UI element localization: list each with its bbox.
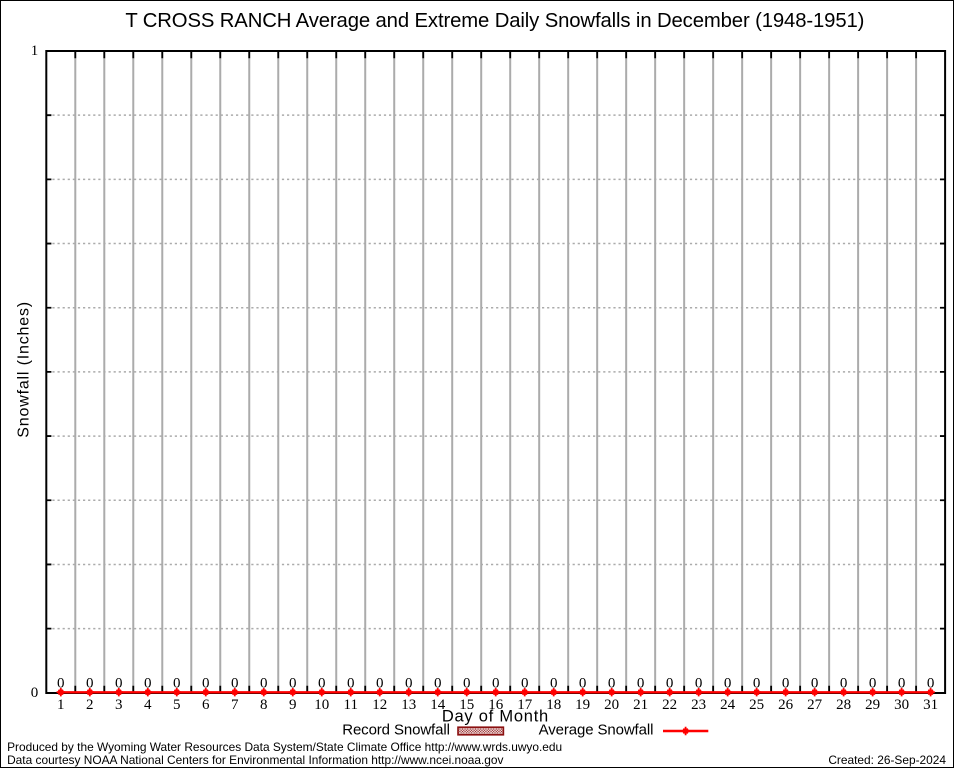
svg-text:Record Snowfall: Record Snowfall — [342, 722, 450, 739]
svg-text:0: 0 — [86, 675, 94, 691]
svg-text:0: 0 — [927, 675, 935, 691]
svg-text:27: 27 — [807, 697, 823, 713]
svg-text:3: 3 — [115, 697, 123, 713]
svg-text:0: 0 — [492, 675, 500, 691]
svg-text:Day of Month: Day of Month — [442, 707, 549, 725]
svg-text:12: 12 — [372, 697, 387, 713]
svg-text:0: 0 — [463, 675, 471, 691]
svg-text:16: 16 — [488, 697, 504, 713]
svg-text:25: 25 — [749, 697, 764, 713]
svg-text:20: 20 — [604, 697, 619, 713]
svg-text:2: 2 — [86, 697, 94, 713]
svg-text:0: 0 — [144, 675, 152, 691]
svg-text:15: 15 — [459, 697, 474, 713]
svg-text:0: 0 — [521, 675, 529, 691]
svg-text:30: 30 — [894, 697, 909, 713]
svg-text:Average Snowfall: Average Snowfall — [539, 722, 654, 739]
svg-text:0: 0 — [57, 675, 65, 691]
svg-text:10: 10 — [314, 697, 329, 713]
svg-text:4: 4 — [144, 697, 152, 713]
svg-text:26: 26 — [778, 697, 794, 713]
svg-text:24: 24 — [720, 697, 736, 713]
svg-text:0: 0 — [550, 675, 558, 691]
svg-text:14: 14 — [430, 697, 446, 713]
svg-text:0: 0 — [260, 675, 268, 691]
svg-text:0: 0 — [666, 675, 674, 691]
svg-text:31: 31 — [923, 697, 938, 713]
svg-text:9: 9 — [289, 697, 297, 713]
svg-text:0: 0 — [115, 675, 123, 691]
svg-text:17: 17 — [517, 697, 533, 713]
svg-text:0: 0 — [347, 675, 355, 691]
svg-text:0: 0 — [289, 675, 297, 691]
svg-text:0: 0 — [608, 675, 616, 691]
svg-text:11: 11 — [344, 697, 358, 713]
svg-text:7: 7 — [231, 697, 239, 713]
svg-text:29: 29 — [865, 697, 880, 713]
svg-text:6: 6 — [202, 697, 210, 713]
svg-text:0: 0 — [231, 675, 239, 691]
svg-text:0: 0 — [202, 675, 210, 691]
svg-text:21: 21 — [633, 697, 648, 713]
svg-text:0: 0 — [434, 675, 442, 691]
svg-text:0: 0 — [898, 675, 906, 691]
svg-text:0: 0 — [869, 675, 877, 691]
svg-text:0: 0 — [840, 675, 848, 691]
svg-text:0: 0 — [753, 675, 761, 691]
svg-text:1: 1 — [57, 697, 65, 713]
svg-text:0: 0 — [637, 675, 645, 691]
svg-text:22: 22 — [662, 697, 677, 713]
svg-text:13: 13 — [401, 697, 416, 713]
svg-text:28: 28 — [836, 697, 851, 713]
svg-text:0: 0 — [405, 675, 413, 691]
svg-text:T CROSS RANCH Average and Extr: T CROSS RANCH Average and Extreme Daily … — [125, 10, 864, 32]
svg-text:0: 0 — [811, 675, 819, 691]
svg-text:Created: 26-Sep-2024: Created: 26-Sep-2024 — [828, 753, 946, 767]
svg-text:0: 0 — [318, 675, 326, 691]
svg-text:5: 5 — [173, 697, 181, 713]
svg-text:0: 0 — [695, 675, 703, 691]
svg-text:0: 0 — [173, 675, 181, 691]
svg-text:1: 1 — [31, 43, 39, 59]
svg-text:0: 0 — [31, 685, 39, 701]
svg-text:Data courtesy NOAA National Ce: Data courtesy NOAA National Centers for … — [7, 753, 503, 767]
svg-text:19: 19 — [575, 697, 590, 713]
svg-text:0: 0 — [782, 675, 790, 691]
svg-text:Produced by the Wyoming Water: Produced by the Wyoming Water Resources … — [7, 740, 562, 754]
svg-text:Snowfall (Inches): Snowfall (Inches) — [16, 301, 33, 438]
svg-text:0: 0 — [376, 675, 384, 691]
svg-text:0: 0 — [579, 675, 587, 691]
svg-text:8: 8 — [260, 697, 268, 713]
svg-text:23: 23 — [691, 697, 706, 713]
svg-text:18: 18 — [546, 697, 561, 713]
svg-text:0: 0 — [724, 675, 732, 691]
